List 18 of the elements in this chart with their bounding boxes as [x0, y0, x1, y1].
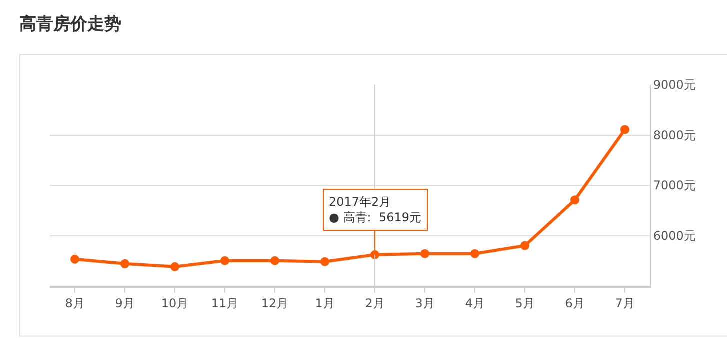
y-tick-label: 8000元: [653, 128, 696, 142]
y-tick-label: 6000元: [653, 228, 696, 243]
chart-title: 高青房价走势: [20, 14, 122, 35]
y-tick-label: 7000元: [653, 178, 696, 193]
y-tick-label: 9000元: [653, 78, 696, 92]
annotation: 2017年2月 ● 高青: 5619元: [329, 195, 422, 225]
x-tick-label: 4月: [465, 296, 485, 310]
x-tick-label: 11月: [211, 296, 239, 310]
x-tick-label: 8月: [65, 296, 85, 310]
x-tick-label: 9月: [115, 296, 135, 310]
x-tick-label: 12月: [261, 296, 289, 310]
x-tick-label: 3月: [415, 296, 435, 310]
x-tick-label: 2月: [365, 296, 385, 310]
x-tick-label: 7月: [615, 296, 635, 310]
x-tick-label: 5月: [515, 296, 535, 310]
x-tick-label: 6月: [565, 296, 585, 310]
x-tick-label: 10月: [161, 296, 189, 310]
x-tick-label: 1月: [315, 296, 335, 310]
